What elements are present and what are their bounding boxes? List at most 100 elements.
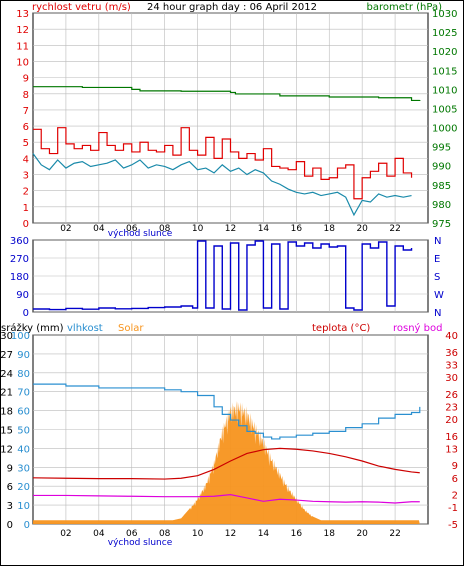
x-tick-label-top: 10 bbox=[192, 224, 204, 234]
humidity-y-tick-label: 30 bbox=[17, 463, 30, 474]
temperature-y-tick-label: 30 bbox=[445, 373, 458, 384]
rain-y-tick-label: 18 bbox=[0, 407, 13, 418]
gust-line bbox=[33, 127, 413, 200]
pressure-y-tick-label: 1010 bbox=[432, 85, 457, 96]
wind-y-tick-label: 13 bbox=[16, 9, 29, 20]
humidity-line bbox=[33, 383, 421, 440]
temperature-y-tick-label: 2 bbox=[452, 491, 458, 502]
x-tick-label-top: 04 bbox=[93, 224, 105, 234]
x-tick-label-top: 06 bbox=[126, 224, 138, 234]
rain-y-tick-label: 6 bbox=[7, 482, 13, 493]
direction-y-tick-label: 360 bbox=[10, 236, 29, 247]
x-tick-label-bottom: 08 bbox=[159, 529, 171, 539]
wind-y-tick-label: 3 bbox=[23, 171, 29, 182]
temperature-y-tick-label: 23 bbox=[445, 402, 458, 413]
x-tick-label-top: 08 bbox=[159, 224, 171, 234]
humidity-y-tick-label: 20 bbox=[17, 482, 30, 493]
rain-y-tick-label: 24 bbox=[0, 369, 13, 380]
humidity-y-tick-label: 100 bbox=[11, 331, 30, 342]
rain-y-tick-label: 9 bbox=[7, 463, 13, 474]
wind-y-tick-label: 4 bbox=[23, 154, 29, 165]
x-tick-label-bottom: 22 bbox=[389, 529, 400, 539]
rain-axis-label: srážky (mm) bbox=[1, 322, 64, 334]
wind-direction-line bbox=[33, 240, 413, 311]
wind-y-tick-label: 7 bbox=[23, 106, 29, 117]
temperature-y-tick-label: 13 bbox=[445, 444, 458, 455]
pressure-y-tick-label: 1015 bbox=[432, 66, 457, 77]
x-tick-label-bottom: 02 bbox=[60, 529, 71, 539]
dewpoint-line bbox=[33, 493, 420, 504]
direction-compass-label: N bbox=[434, 236, 441, 247]
rain-y-tick-label: 15 bbox=[0, 426, 13, 437]
wind-y-tick-label: 1 bbox=[23, 203, 29, 214]
pressure-y-tick-label: 1000 bbox=[432, 124, 457, 135]
temperature-y-tick-label: 40 bbox=[445, 331, 458, 342]
solar-legend-label: Solar bbox=[118, 323, 144, 334]
wind-y-tick-label: 9 bbox=[23, 74, 29, 85]
x-tick-label-top: 18 bbox=[324, 224, 336, 234]
direction-y-tick-label: 180 bbox=[10, 272, 29, 283]
x-tick-label-bottom: 10 bbox=[192, 529, 204, 539]
sunrise-label-top: východ slunce bbox=[108, 229, 173, 239]
pressure-y-tick-label: 1030 bbox=[432, 9, 457, 20]
direction-y-tick-label: 90 bbox=[16, 290, 29, 301]
pressure-y-tick-label: 975 bbox=[432, 219, 451, 230]
x-tick-label-top: 12 bbox=[225, 224, 236, 234]
temperature-y-tick-label: 16 bbox=[445, 432, 458, 443]
solar-area bbox=[33, 400, 420, 524]
pressure-y-tick-label: 980 bbox=[432, 200, 451, 211]
pressure-y-tick-label: 990 bbox=[432, 162, 451, 173]
temperature-y-tick-label: 33 bbox=[445, 360, 458, 371]
wind-y-tick-label: 11 bbox=[16, 41, 29, 52]
humidity-y-tick-label: 90 bbox=[17, 350, 30, 361]
rain-y-tick-label: 3 bbox=[7, 501, 13, 512]
direction-y-tick-label: 270 bbox=[10, 254, 29, 265]
rain-y-tick-label: 27 bbox=[0, 350, 13, 361]
x-tick-label-bottom: 14 bbox=[258, 529, 270, 539]
pressure-y-tick-label: 1020 bbox=[432, 47, 457, 58]
wind-y-tick-label: 6 bbox=[23, 122, 29, 133]
x-tick-label-top: 20 bbox=[356, 224, 368, 234]
humidity-y-tick-label: 40 bbox=[17, 444, 30, 455]
x-tick-label-bottom: 04 bbox=[93, 529, 105, 539]
pressure-y-tick-label: 1025 bbox=[432, 28, 457, 39]
wind-y-tick-label: 5 bbox=[23, 138, 29, 149]
rain-y-tick-label: 0 bbox=[7, 520, 13, 531]
pressure-y-tick-label: 995 bbox=[432, 143, 451, 154]
wind-y-tick-label: 0 bbox=[23, 219, 29, 230]
humidity-y-tick-label: 80 bbox=[17, 369, 30, 380]
wind-y-tick-label: 12 bbox=[16, 25, 29, 36]
direction-compass-label: E bbox=[434, 254, 440, 265]
humidity-y-tick-label: 0 bbox=[24, 520, 30, 531]
temperature-axis-label: teplota (°C) bbox=[312, 323, 370, 334]
sunrise-label-bottom: východ slunce bbox=[108, 538, 173, 548]
pressure-axis-label: barometr (hPa) bbox=[367, 2, 443, 13]
x-tick-label-top: 16 bbox=[291, 224, 303, 234]
x-tick-label-bottom: 20 bbox=[356, 529, 368, 539]
wind-y-tick-label: 10 bbox=[16, 57, 29, 68]
wind-y-tick-label: 2 bbox=[23, 187, 29, 198]
temperature-y-tick-label: 6 bbox=[452, 474, 458, 485]
wind-speed-line bbox=[32, 153, 412, 217]
x-tick-label-top: 02 bbox=[60, 224, 71, 234]
humidity-axis-label: vlhkost bbox=[67, 323, 103, 334]
humidity-y-tick-label: 70 bbox=[17, 388, 30, 399]
humidity-y-tick-label: 10 bbox=[17, 501, 30, 512]
pressure-y-tick-label: 1005 bbox=[432, 104, 457, 115]
pressure-line bbox=[33, 86, 421, 102]
dewpoint-legend-label: rosný bod bbox=[393, 322, 442, 334]
temperature-y-tick-label: 36 bbox=[445, 348, 458, 359]
temperature-y-tick-label: -5 bbox=[448, 520, 458, 531]
direction-y-tick-label: 0 bbox=[23, 308, 29, 319]
x-tick-label-bottom: 18 bbox=[324, 529, 336, 539]
temperature-y-tick-label: 20 bbox=[445, 415, 458, 426]
temperature-y-tick-label: 26 bbox=[445, 390, 458, 401]
x-tick-label-top: 14 bbox=[258, 224, 270, 234]
temperature-y-tick-label: 9 bbox=[452, 461, 458, 472]
temperature-line bbox=[32, 447, 420, 480]
chart-title: 24 hour graph day : 06 April 2012 bbox=[147, 2, 317, 13]
wind-speed-axis-label: rychlost vetru (m/s) bbox=[32, 2, 131, 13]
x-tick-label-bottom: 06 bbox=[126, 529, 138, 539]
wind-y-tick-label: 8 bbox=[23, 90, 29, 101]
